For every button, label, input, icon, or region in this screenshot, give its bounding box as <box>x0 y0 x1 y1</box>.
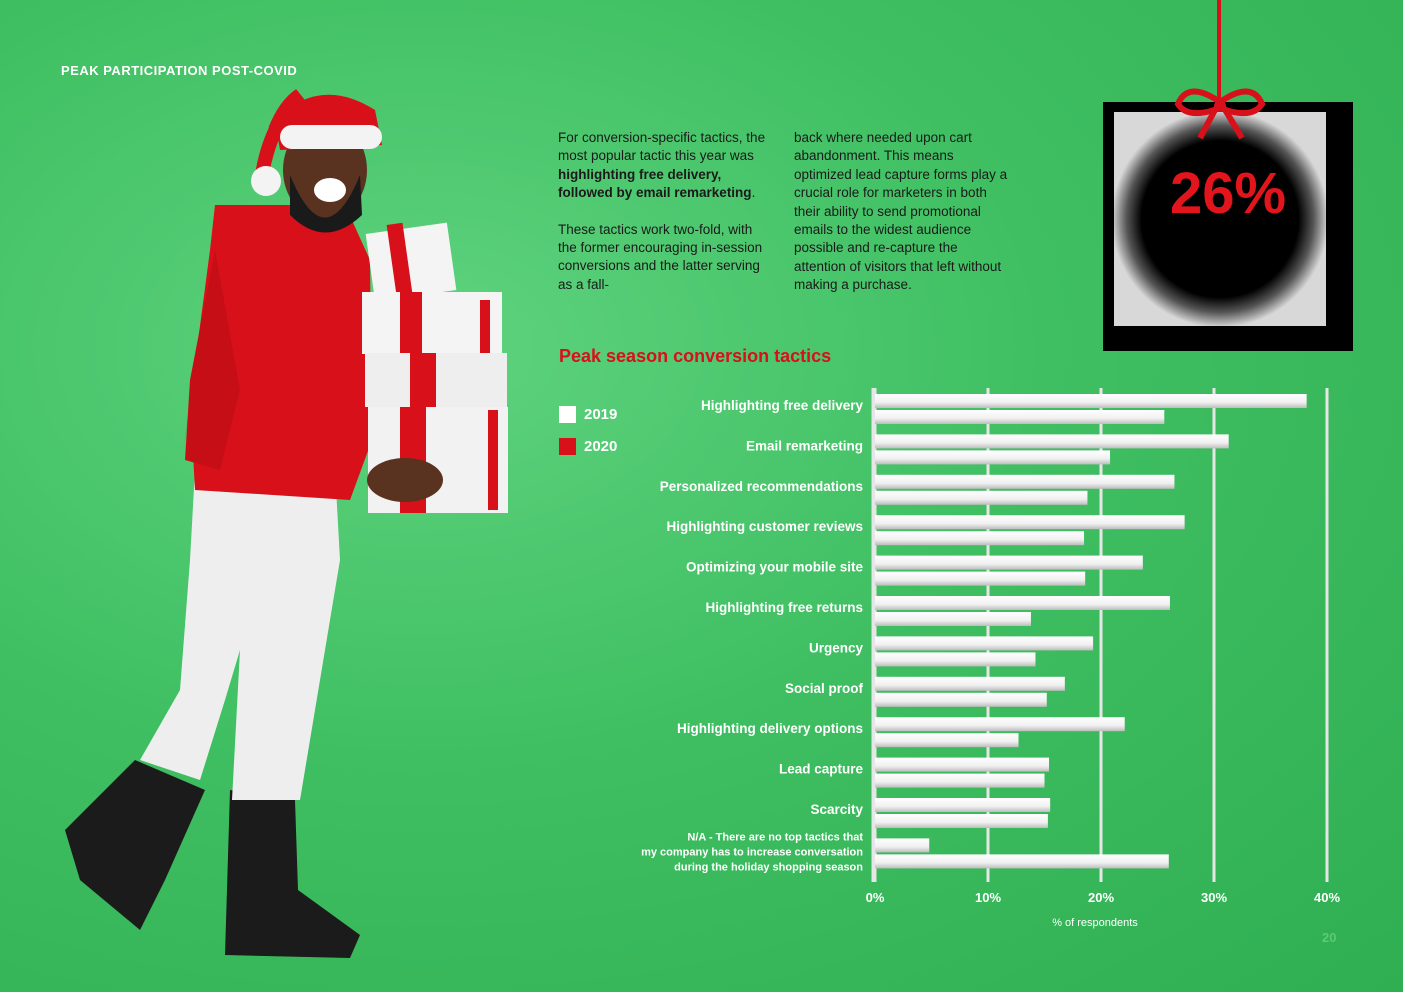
category-label: Highlighting free returns <box>705 600 863 615</box>
paragraph-2: These tactics work two-fold, with the fo… <box>558 221 763 292</box>
category-label: Social proof <box>785 681 864 696</box>
bar-2020-5 <box>875 612 1031 626</box>
ornament-string <box>1217 0 1221 103</box>
x-tick-label: 0% <box>866 890 885 905</box>
bar-2019-0 <box>875 394 1307 408</box>
category-label: Optimizing your mobile site <box>686 560 864 575</box>
category-label: Personalized recommendations <box>660 479 863 494</box>
legend-label-2020: 2020 <box>584 437 618 455</box>
category-label: N/A - There are no top tactics that <box>687 831 863 843</box>
bar-2020-0 <box>875 410 1165 424</box>
x-tick-label: 10% <box>975 890 1001 905</box>
bar-2020-11 <box>875 854 1169 869</box>
bar-2019-6 <box>875 636 1094 651</box>
bar-2019-10 <box>875 798 1051 812</box>
category-label: Scarcity <box>810 802 863 817</box>
bar-2019-4 <box>875 555 1143 570</box>
legend-swatch-2020 <box>559 437 576 455</box>
bar-2019-9 <box>875 757 1050 772</box>
legend-label-2019: 2019 <box>584 405 618 423</box>
x-tick-label: 30% <box>1201 890 1227 905</box>
x-axis-label: % of respondents <box>1052 917 1138 929</box>
category-label: Urgency <box>809 640 864 655</box>
bar-2019-11 <box>875 838 930 853</box>
bar-2020-1 <box>875 450 1111 465</box>
x-tick-label: 20% <box>1088 890 1114 905</box>
category-label: Email remarketing <box>746 438 863 453</box>
bar-2020-6 <box>875 652 1036 667</box>
bar-2020-10 <box>875 814 1048 828</box>
category-label: Highlighting delivery options <box>677 721 863 736</box>
bar-2019-1 <box>875 434 1229 449</box>
paragraph-3: back where needed upon cart abandonment.… <box>794 130 1008 293</box>
legend-item-2020: 2020 <box>559 430 617 462</box>
paragraph-1: For conversion-specific tactics, the mos… <box>558 130 766 201</box>
body-text-column-2: back where needed upon cart abandonment.… <box>794 129 1009 313</box>
section-label: PEAK PARTICIPATION POST-COVID <box>61 63 298 78</box>
bar-2020-7 <box>875 692 1047 707</box>
bar-2020-9 <box>875 773 1045 788</box>
bar-2020-4 <box>875 571 1086 586</box>
bar-2019-3 <box>875 515 1185 530</box>
bar-2019-7 <box>875 676 1065 691</box>
chart-legend: 2019 2020 <box>559 398 617 462</box>
legend-item-2019: 2019 <box>559 398 617 430</box>
page-number: 20 <box>1322 930 1337 945</box>
bar-2019-5 <box>875 596 1170 610</box>
category-label: Highlighting free delivery <box>701 398 864 413</box>
category-label: during the holiday shopping season <box>674 861 863 873</box>
category-label: Highlighting customer reviews <box>666 519 863 534</box>
ornament-ball <box>1114 112 1326 326</box>
percent-ornament: 26% <box>1103 88 1353 351</box>
bar-2020-2 <box>875 490 1088 505</box>
category-label: my company has to increase conversation <box>641 846 863 858</box>
x-tick-label: 40% <box>1314 890 1340 905</box>
chart-title: Peak season conversion tactics <box>559 346 832 366</box>
ribbon-bow-icon <box>1174 88 1266 140</box>
category-label: Lead capture <box>779 762 864 777</box>
body-text-column-1: For conversion-specific tactics, the mos… <box>558 129 773 312</box>
bar-2019-8 <box>875 717 1125 732</box>
bar-2020-3 <box>875 531 1085 546</box>
bar-2020-8 <box>875 733 1019 748</box>
bar-2019-2 <box>875 474 1175 489</box>
callout-value: 26% <box>1169 161 1287 226</box>
legend-swatch-2019 <box>559 405 576 423</box>
